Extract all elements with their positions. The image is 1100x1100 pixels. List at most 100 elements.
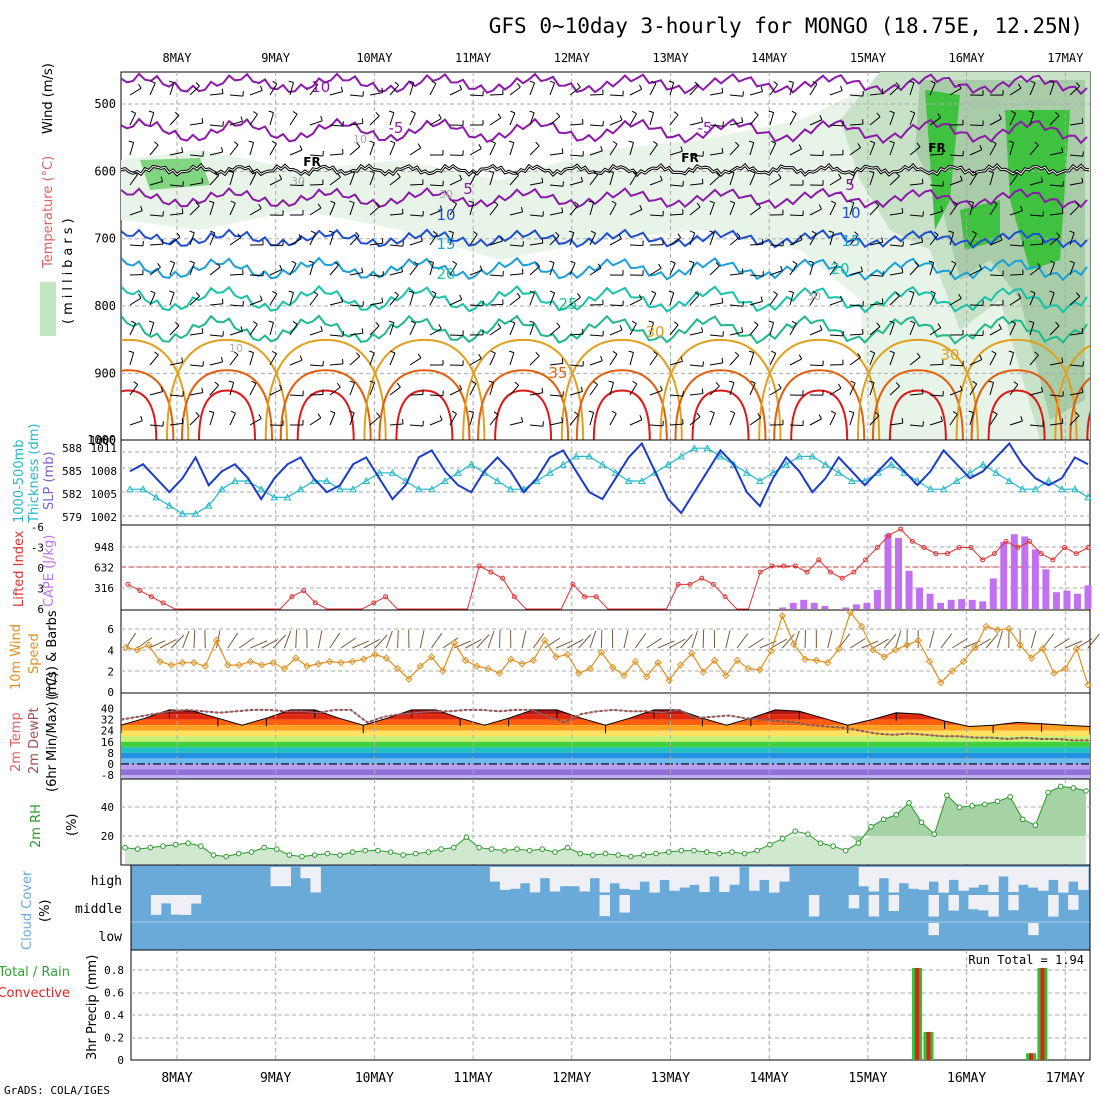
wind-speed-point	[393, 664, 402, 673]
wind-barb	[889, 295, 900, 306]
wind-barb	[749, 300, 763, 306]
wind-barb-flag	[535, 141, 540, 147]
wind-barb	[929, 262, 935, 276]
wind-barb-flag	[175, 321, 180, 326]
wind-barb	[189, 182, 203, 186]
wind-barb	[229, 237, 242, 246]
thickness-point	[427, 485, 436, 493]
temp-tick: 0	[107, 758, 114, 771]
wind-barb	[349, 172, 356, 186]
wind-barb	[1049, 151, 1063, 156]
wind-speed-point	[699, 668, 707, 676]
wind-barb-flag	[668, 80, 674, 84]
wind-barb-flag	[431, 80, 437, 84]
wind-barb	[1029, 266, 1041, 276]
wind-barb	[489, 93, 504, 96]
wind-barb-flag	[909, 290, 915, 294]
wind-barb-flag	[369, 140, 375, 144]
wind-barb	[869, 302, 883, 306]
wind-barb-flag	[791, 110, 797, 115]
wind-barb-flag	[612, 140, 618, 145]
wind-barb	[949, 364, 964, 367]
wind-barb-flag	[408, 290, 414, 294]
pressure-tick: 700	[94, 232, 116, 246]
wind-barb	[729, 202, 736, 216]
wind-barb	[1029, 214, 1043, 217]
wind-barb	[509, 244, 523, 247]
rh-point	[817, 840, 824, 846]
wind-barb-flag	[157, 263, 161, 268]
rh-point	[653, 850, 659, 857]
wind-barb-flag	[628, 140, 634, 143]
li-tick: -3	[31, 542, 44, 555]
wind-barb	[709, 152, 723, 156]
wind-speed-point	[835, 644, 843, 653]
isotherm	[121, 186, 1088, 210]
wind-barb	[409, 147, 422, 156]
wind-barb-flag	[317, 413, 322, 419]
wind-barb-10m	[295, 629, 298, 649]
wind-barb	[769, 353, 777, 366]
wind-barb	[969, 412, 974, 426]
wind-barb-flag	[618, 234, 622, 240]
contour-label: -5	[698, 119, 713, 137]
thickness-point	[336, 485, 344, 493]
wind-barb	[509, 142, 515, 156]
wind-barb	[509, 86, 521, 96]
wind-barb-flag	[479, 265, 483, 271]
wind-barb-flag	[169, 260, 175, 264]
wind-barb-flag	[288, 290, 294, 293]
wind-barb-flag	[201, 328, 204, 334]
cloud-cell	[190, 895, 202, 904]
wind-barb	[349, 382, 355, 396]
wind-barb-10m	[736, 633, 749, 649]
wind-barb	[129, 297, 142, 306]
wind-barb-flag	[729, 170, 735, 174]
wind-speed-point	[801, 655, 809, 663]
wind-barb	[329, 176, 341, 186]
wind-barb-flag	[394, 81, 399, 86]
wind-speed-point	[676, 661, 685, 669]
wind-barb-flag	[778, 383, 782, 389]
cloud-cell	[1038, 867, 1049, 891]
thickness-point	[572, 452, 581, 460]
wind-barb	[409, 82, 415, 96]
rh-point	[1019, 816, 1026, 823]
wind-barb	[849, 333, 864, 336]
wind-barb	[909, 393, 923, 396]
thickness-point	[926, 485, 935, 493]
wind-barb-flag	[1010, 110, 1016, 114]
wind-barb-flag	[529, 320, 535, 324]
cloud-cell	[1068, 867, 1079, 882]
wind-barb-flag	[953, 201, 958, 205]
wind-barb	[609, 238, 622, 246]
li-point	[137, 588, 143, 594]
wind-barb-flag	[541, 177, 544, 183]
cloud-cell	[569, 867, 581, 887]
contour-label: -10	[306, 78, 331, 96]
cloud-cell	[1068, 895, 1079, 910]
date-label-bottom: 17MAY	[1046, 1071, 1085, 1086]
wind-barb-10m	[442, 637, 459, 649]
li-point	[863, 557, 869, 563]
wind-barb-flag	[619, 115, 623, 121]
dewpoint-line-inner	[121, 709, 1090, 741]
li-point	[933, 551, 939, 557]
cloud-cell	[599, 895, 610, 917]
wind-speed-point	[552, 653, 560, 661]
cloud-cell	[918, 867, 929, 890]
wind-barb-flag	[611, 200, 617, 204]
wind-barb	[829, 413, 837, 426]
cloud-cell	[1008, 867, 1019, 893]
wind-barb	[269, 269, 283, 276]
wind-barb	[249, 114, 258, 126]
wind-barb	[549, 235, 560, 246]
rh-point	[982, 801, 988, 808]
cloud-cell	[988, 867, 999, 893]
cloud-cell	[1028, 867, 1039, 888]
wind-barb	[609, 413, 617, 426]
wind-barb	[409, 424, 424, 427]
wind-barb	[1009, 87, 1022, 96]
cloud-cell	[888, 895, 900, 911]
wind-barb	[469, 383, 477, 396]
